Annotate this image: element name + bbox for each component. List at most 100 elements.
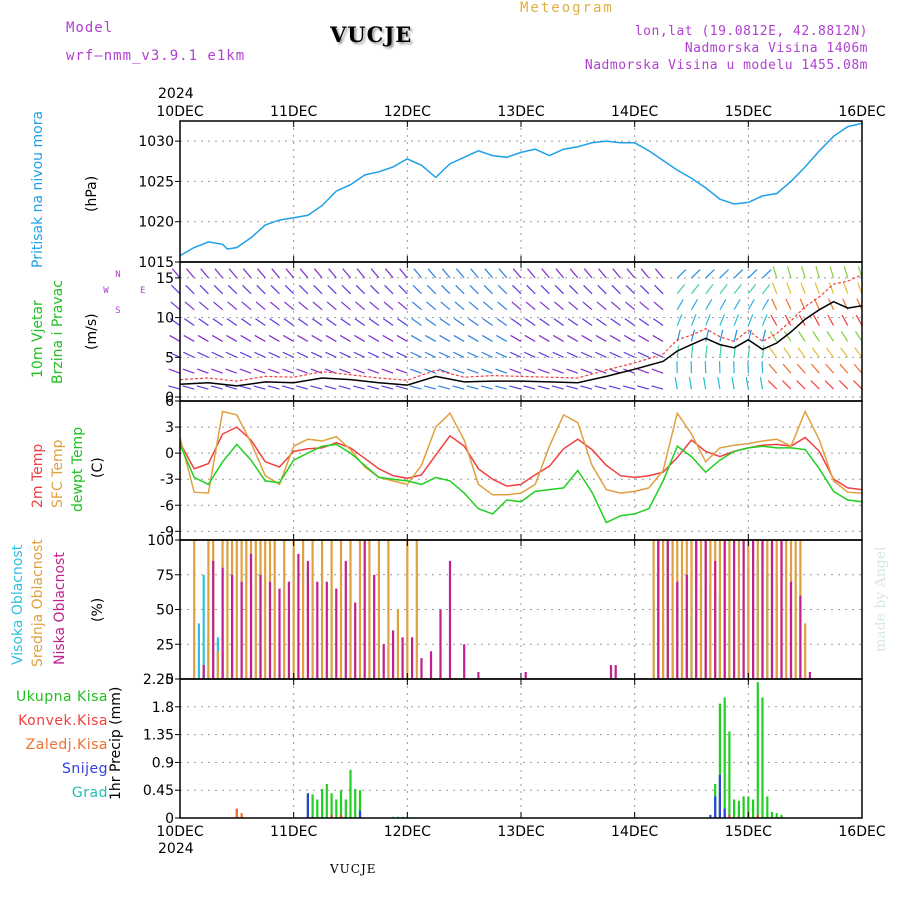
bar-niska-oblacnost	[657, 540, 660, 679]
y-tick-label: 1.8	[152, 700, 174, 716]
bar-srednja-oblacnost	[226, 540, 229, 679]
wind-barb	[594, 385, 607, 390]
wind-barb	[639, 284, 650, 295]
wind-barb	[811, 347, 820, 358]
bar-niska-oblacnost	[714, 560, 717, 679]
wind-barb	[624, 318, 636, 327]
bar-srednja-oblacnost	[377, 540, 380, 679]
y-tick-label: 0	[165, 672, 174, 688]
x-tick-label-bottom: 14DEC	[611, 824, 658, 840]
wind-barb	[354, 318, 366, 327]
wind-barb	[719, 314, 725, 326]
series-line-speed	[179, 300, 863, 387]
wind-barb	[367, 385, 380, 390]
wind-barb	[828, 282, 835, 294]
wind-barb	[595, 351, 607, 358]
wind-barb	[525, 301, 536, 311]
station-title: VUCJE	[330, 22, 413, 47]
wind-barb	[296, 385, 309, 390]
wind-barb	[168, 368, 181, 374]
wind-barb	[199, 284, 209, 295]
wind-barb	[538, 351, 550, 358]
wind-barb	[169, 334, 181, 342]
wind-barb	[168, 385, 181, 390]
bar-srednja-oblacnost	[358, 540, 362, 679]
wind-barb	[690, 314, 697, 326]
wind-barb	[412, 284, 422, 295]
wind-barb	[733, 269, 744, 279]
wind-barb	[810, 380, 820, 390]
wind-barb	[496, 334, 508, 342]
wind-barb	[812, 331, 820, 342]
bar-srednja-oblacnost	[339, 540, 343, 679]
bar-niska-oblacnost	[240, 581, 243, 679]
bar-srednja-oblacnost	[368, 540, 371, 679]
temp-ylabel-1: 2m Temp	[30, 443, 46, 508]
wind-barb	[623, 351, 635, 358]
wind-barb	[170, 301, 181, 311]
wind-barb	[772, 266, 778, 279]
wind-barb	[310, 385, 323, 390]
text-layer: 10DEC 10DEC 11DEC 11DEC 12DEC 12DEC 13DEC 13DEC…	[138, 86, 885, 857]
wind-barb	[782, 363, 792, 374]
wind-barb	[424, 351, 437, 358]
wind-barb	[523, 368, 536, 374]
wind-barb	[228, 268, 238, 279]
wind-barb	[211, 368, 223, 374]
wind-barb	[466, 385, 479, 390]
bar-ukupna-kisa	[728, 731, 731, 818]
bar-niska-oblacnost	[752, 540, 755, 679]
bar-ukupna-kisa	[354, 789, 357, 818]
wind-barb	[676, 283, 686, 295]
bar-niska-oblacnost	[808, 672, 811, 679]
bar-niska-oblacnost	[316, 581, 319, 679]
wind-barb	[368, 318, 380, 327]
wind-barb	[705, 298, 713, 310]
bar-ukupna-kisa	[747, 796, 750, 818]
wind-barb	[769, 347, 778, 358]
pressure-unit: (hPa)	[84, 175, 100, 212]
wind-barb	[197, 351, 209, 358]
wind-barb	[801, 266, 806, 279]
bar-niska-oblacnost	[344, 560, 347, 679]
wind-barb	[411, 318, 422, 327]
wind-barb	[455, 284, 465, 295]
y-tick-label: 0	[165, 811, 174, 827]
y-tick-label: -6	[160, 498, 174, 514]
wind-barb	[383, 301, 394, 311]
series-line-gust	[179, 274, 863, 382]
wind-barb	[339, 334, 351, 342]
frame-layer	[175, 120, 863, 819]
bar-ukupna-kisa	[766, 796, 769, 818]
wind-barb	[326, 318, 337, 327]
wind-barb	[424, 385, 436, 390]
wind-barb	[310, 351, 323, 358]
bar-ukupna-kisa	[325, 784, 328, 818]
bar-srednja-oblacnost	[292, 540, 295, 679]
wind-barb	[540, 284, 550, 295]
wind-barb	[480, 385, 493, 390]
wind-barb	[731, 377, 735, 390]
wind-barb	[239, 351, 252, 358]
bar-niska-oblacnost	[249, 553, 253, 679]
wind-barb	[184, 318, 195, 327]
compass-west: W	[103, 286, 109, 296]
wind-barb	[567, 318, 579, 327]
wind-barb	[676, 269, 687, 279]
y-tick-label: -3	[160, 472, 174, 488]
bar-srednja-oblacnost	[406, 540, 409, 679]
wind-barb	[840, 347, 849, 358]
wind-barb	[395, 368, 408, 374]
wind-barb	[733, 298, 741, 310]
bar-srednja-oblacnost	[709, 540, 712, 679]
y-tick-label: 0	[165, 446, 174, 462]
wind-barb	[690, 345, 694, 358]
y-tick-label: 75	[156, 568, 174, 584]
bar-niska-oblacnost	[685, 574, 688, 680]
wind-barb	[608, 385, 621, 390]
wind-barb	[652, 334, 664, 342]
wind-barb	[255, 318, 266, 327]
wind-barb	[705, 269, 715, 279]
compass-south: S	[115, 306, 121, 316]
wind-barb	[353, 368, 365, 374]
